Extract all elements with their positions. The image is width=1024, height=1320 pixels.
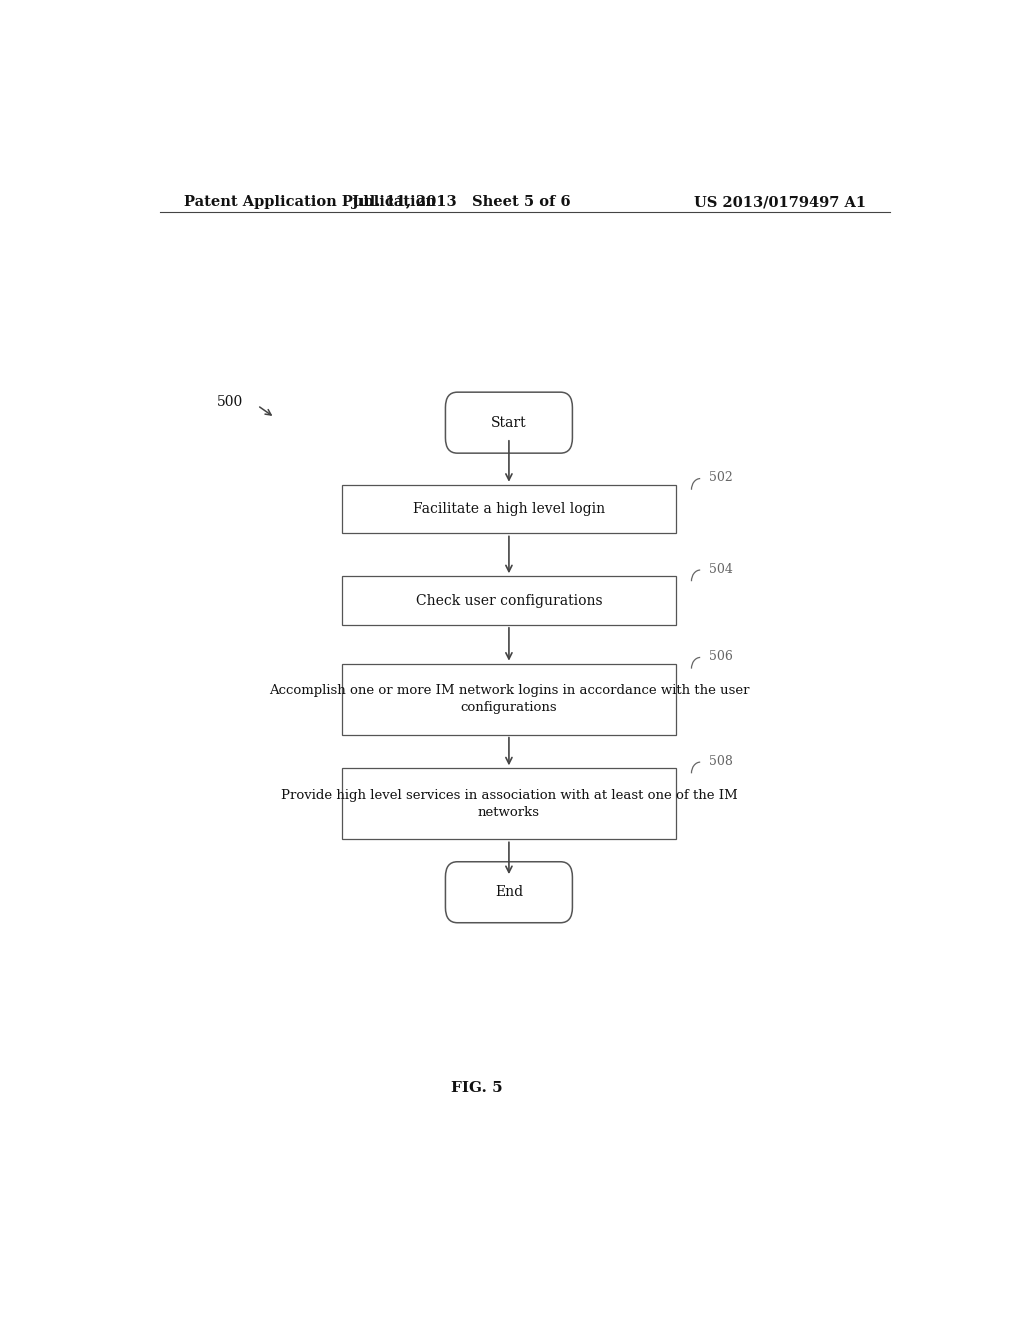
- Bar: [342, 664, 676, 735]
- Text: FIG. 5: FIG. 5: [452, 1081, 503, 1096]
- Bar: [342, 484, 676, 533]
- Text: Patent Application Publication: Patent Application Publication: [183, 195, 435, 209]
- Text: 502: 502: [709, 471, 732, 484]
- Text: Start: Start: [492, 416, 526, 430]
- Text: 504: 504: [709, 562, 733, 576]
- Text: Check user configurations: Check user configurations: [416, 594, 602, 607]
- Bar: [342, 576, 676, 624]
- Text: US 2013/0179497 A1: US 2013/0179497 A1: [694, 195, 866, 209]
- FancyBboxPatch shape: [445, 392, 572, 453]
- Text: End: End: [495, 886, 523, 899]
- Text: Jul. 11, 2013   Sheet 5 of 6: Jul. 11, 2013 Sheet 5 of 6: [352, 195, 570, 209]
- Text: 506: 506: [709, 649, 733, 663]
- FancyBboxPatch shape: [445, 862, 572, 923]
- Text: Facilitate a high level login: Facilitate a high level login: [413, 502, 605, 516]
- Text: Provide high level services in association with at least one of the IM
networks: Provide high level services in associati…: [281, 789, 737, 818]
- Text: Accomplish one or more IM network logins in accordance with the user
configurati: Accomplish one or more IM network logins…: [268, 684, 750, 714]
- Text: 500: 500: [217, 395, 243, 409]
- Text: 508: 508: [709, 755, 733, 768]
- Bar: [342, 768, 676, 840]
